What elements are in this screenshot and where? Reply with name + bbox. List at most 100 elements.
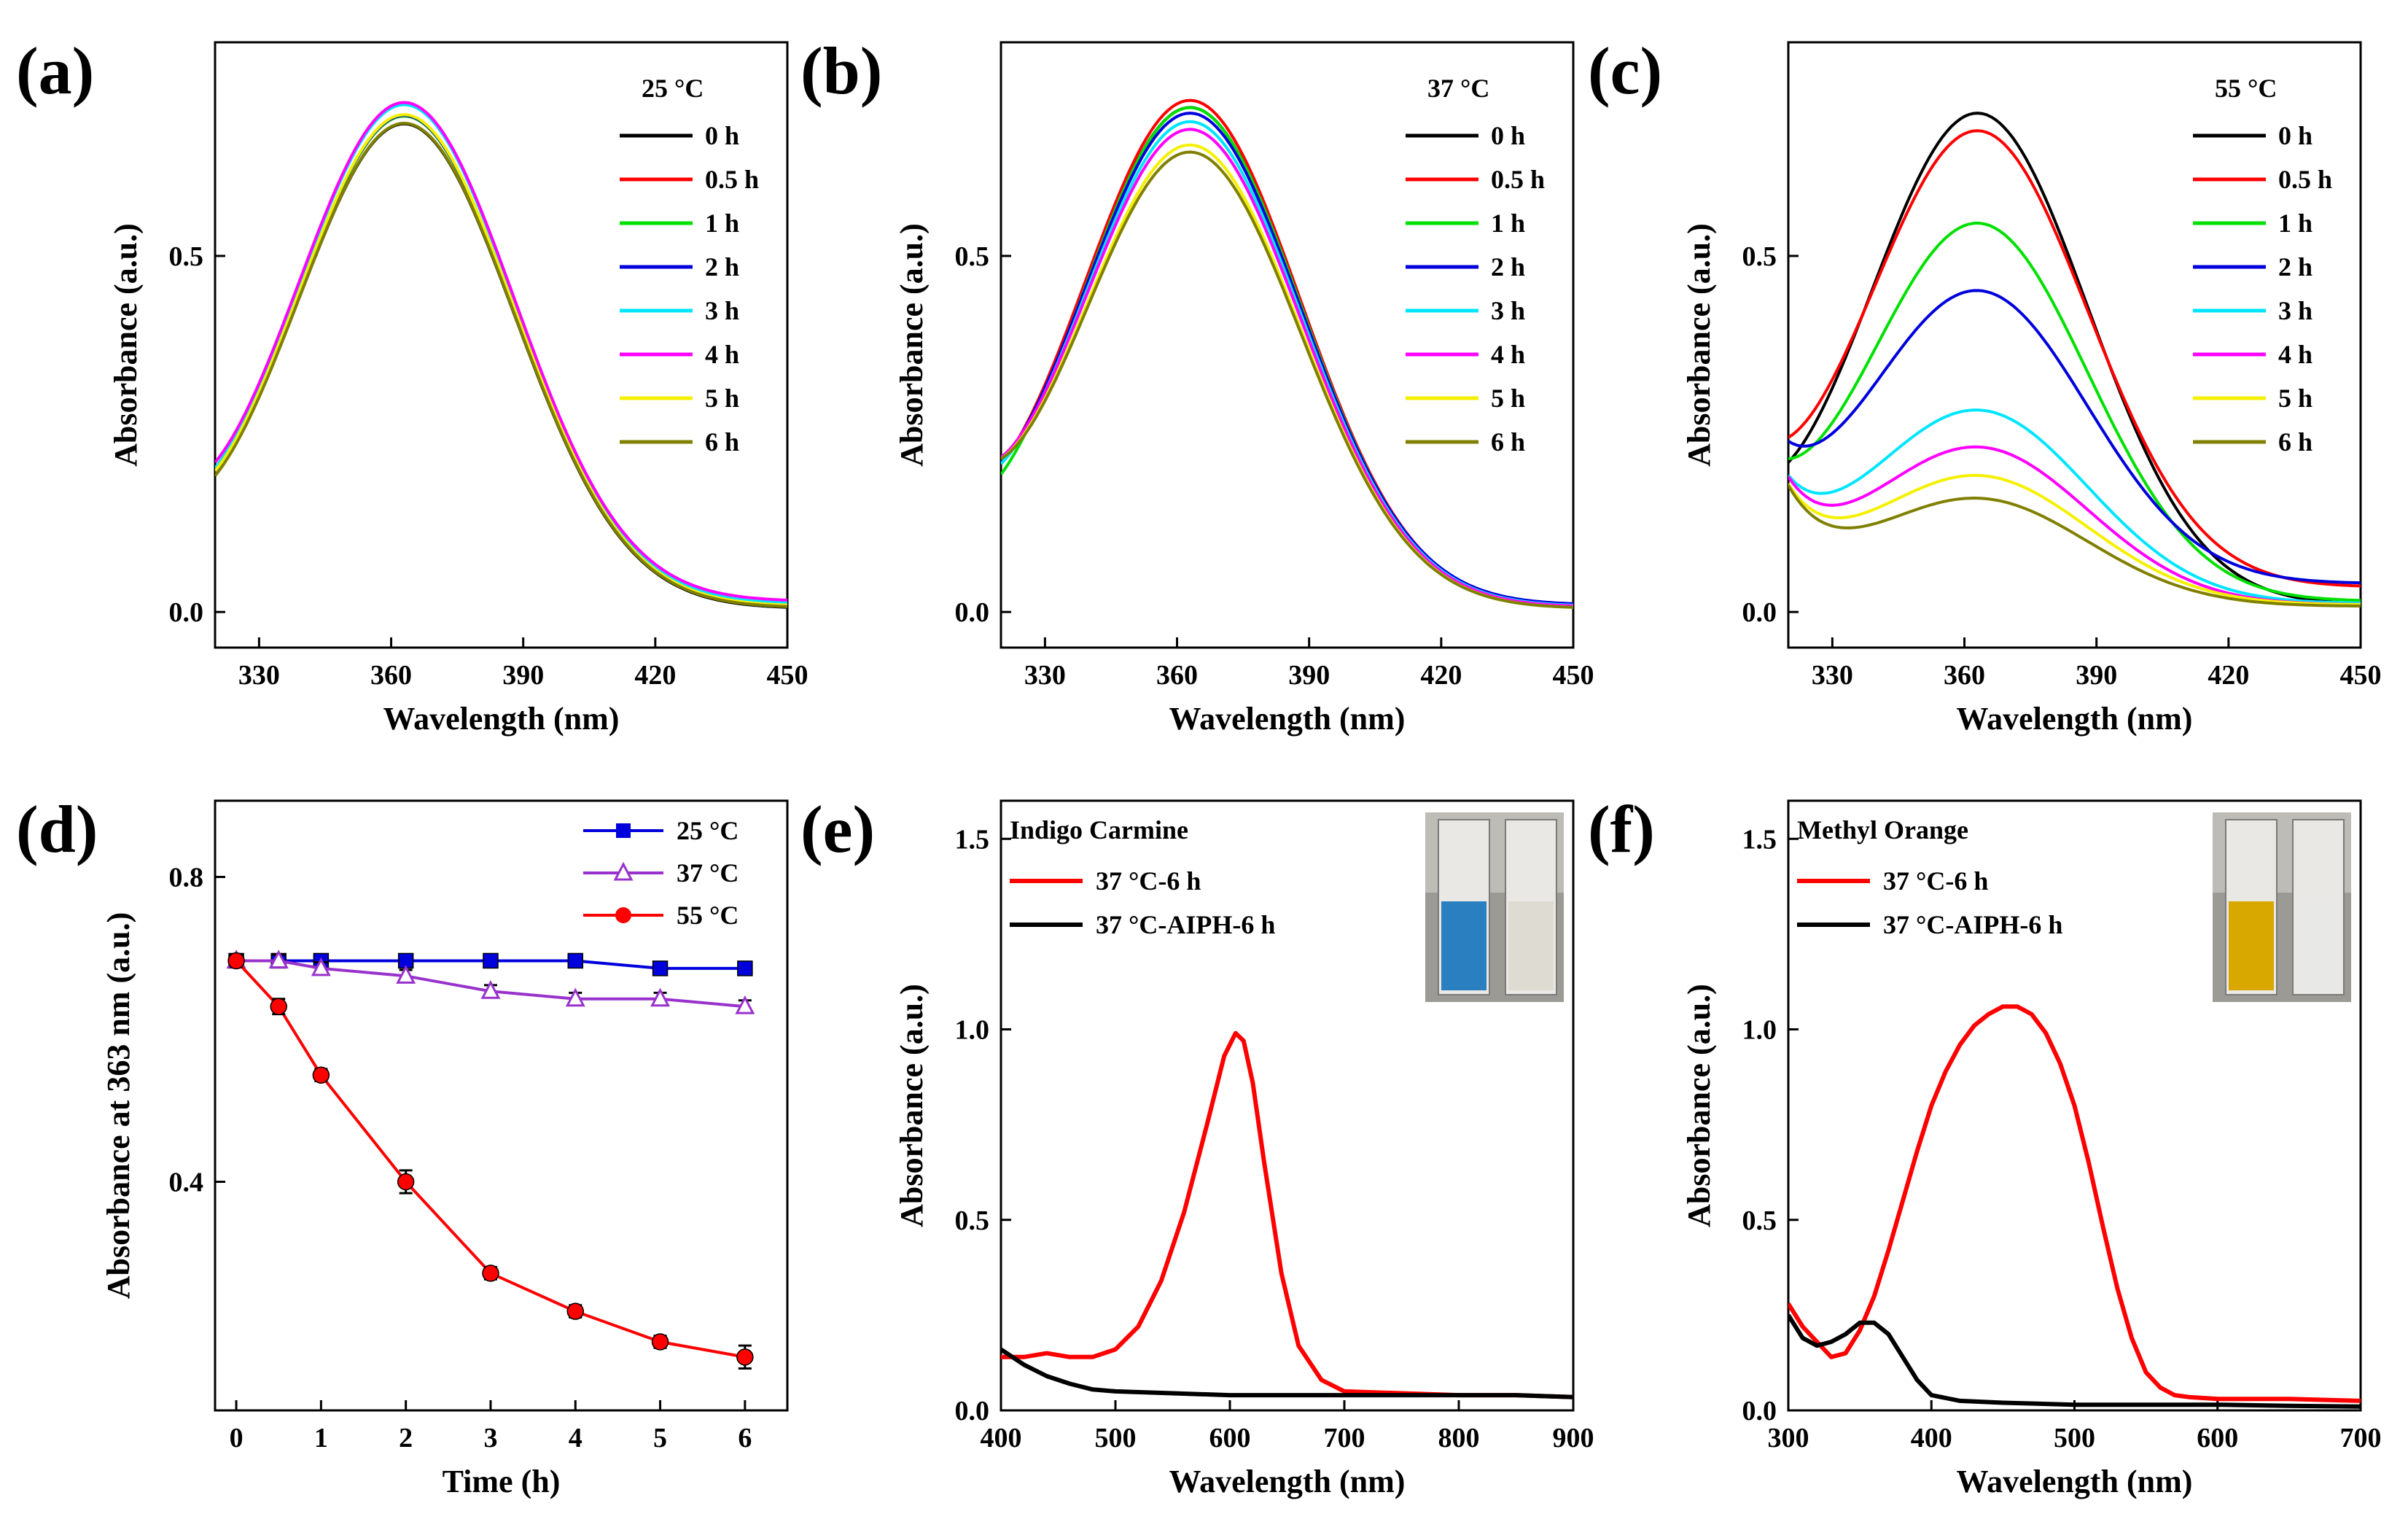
series-line-3-h	[1001, 120, 1573, 607]
x-axis-label: Wavelength (nm)	[1169, 701, 1406, 737]
series-line-6-h	[1001, 150, 1573, 609]
panel-f: (f) 300 400 500 600 700 0.0 0.5 1.0 1.5 Wavelength…	[1588, 792, 2382, 1499]
x-tick-label: 1	[314, 1423, 328, 1453]
legend-label: 0 h	[705, 121, 739, 150]
series-line-0-h	[215, 122, 787, 609]
y-tick-label: 0.4	[169, 1168, 204, 1198]
series-line-0-h	[1001, 106, 1573, 607]
cuvette-photo-inset	[1425, 812, 1564, 1002]
plot-frame	[1787, 41, 2362, 649]
x-tick-label: 5	[653, 1423, 667, 1453]
series-line-3-h	[215, 103, 787, 604]
series-line	[235, 960, 746, 1359]
panel-d: (d) 0 1 2 3 4 5 6 0.4 0.8 Time (h) Absorbance at 36…	[16, 792, 789, 1499]
legend-label: 4 h	[705, 340, 739, 369]
x-tick-label: 400	[1911, 1423, 1952, 1453]
legend-label: 2 h	[1491, 252, 1525, 281]
x-tick-label: 800	[1438, 1423, 1480, 1453]
y-tick-label: 1.0	[1742, 1015, 1777, 1046]
plot-frame	[1000, 41, 1575, 649]
panel-label: (c)	[1588, 34, 1662, 108]
y-tick-label: 0.0	[1742, 597, 1777, 628]
series-line-0.5-h	[1788, 129, 2361, 588]
legend-label: 55 °C	[677, 901, 739, 930]
x-tick-label: 700	[2340, 1423, 2382, 1453]
legend-label: 4 h	[2278, 340, 2312, 369]
series-line-2-h	[215, 114, 787, 607]
y-tick-label: 0.0	[955, 597, 990, 628]
plot-frame	[1000, 799, 1575, 1412]
series-line-4-h	[1001, 128, 1573, 607]
x-tick-label: 450	[767, 660, 808, 691]
legend-label: 6 h	[1491, 427, 1525, 457]
legend-label: 0 h	[1491, 121, 1525, 150]
legend-label: 5 h	[1491, 384, 1525, 413]
panel-a: (a) 330 360 390 420 450 0.0 0.5 Wavelength (nm) A…	[16, 34, 808, 737]
data-point	[567, 952, 584, 969]
data-point	[737, 960, 753, 976]
y-axis-label: Absorbance (a.u.)	[894, 984, 930, 1227]
y-tick-label: 1.5	[955, 824, 990, 855]
x-tick-label: 420	[634, 660, 676, 691]
series-line-3-h	[1788, 408, 2361, 605]
legend-label: 37 °C-6 h	[1883, 866, 1988, 896]
data-point	[736, 1348, 754, 1366]
x-tick-label: 360	[1944, 660, 1985, 691]
legend-label: 37 °C-AIPH-6 h	[1883, 910, 2062, 939]
legend-label: 2 h	[705, 252, 739, 281]
x-tick-label: 600	[1209, 1423, 1251, 1453]
legend-label: 0.5 h	[705, 165, 759, 194]
legend-label: 5 h	[705, 384, 739, 413]
x-axis-label: Wavelength (nm)	[1169, 1464, 1406, 1499]
x-tick-label: 390	[502, 660, 544, 691]
temperature-annotation: 37 °C	[1427, 74, 1489, 103]
series-line-5-h	[215, 113, 787, 607]
x-tick-label: 390	[1288, 660, 1330, 691]
x-tick-label: 360	[1156, 660, 1198, 691]
panel-label: (f)	[1588, 792, 1655, 866]
data-point	[270, 998, 287, 1015]
data-point	[480, 980, 501, 999]
y-tick-label: 0.0	[955, 1396, 990, 1426]
series-line-4-h	[215, 101, 787, 602]
panel-label: (a)	[16, 34, 94, 108]
x-tick-label: 4	[569, 1423, 582, 1453]
legend-label: 3 h	[1491, 296, 1525, 325]
x-tick-label: 330	[238, 660, 280, 691]
data-point	[565, 987, 585, 1007]
panel-label: (b)	[800, 34, 882, 108]
x-tick-label: 700	[1324, 1423, 1365, 1453]
series-line-2-h	[1001, 112, 1573, 605]
series-line-5-h	[1001, 143, 1573, 609]
legend-label: 1 h	[1491, 209, 1525, 238]
plot-frame	[214, 799, 789, 1412]
series-line-4-h	[1788, 445, 2361, 606]
x-tick-label: 330	[1024, 660, 1066, 691]
data-point	[227, 952, 245, 970]
series-line-1-h	[1788, 221, 2361, 602]
legend-label: 25 °C	[677, 816, 739, 845]
series-line	[1001, 1030, 1573, 1399]
cuvette-solution	[2296, 901, 2341, 990]
data-point	[652, 960, 669, 976]
legend-label: 0.5 h	[1491, 165, 1545, 194]
data-point	[651, 1333, 669, 1351]
x-tick-label: 600	[2197, 1423, 2238, 1453]
data-point	[396, 965, 416, 984]
legend-label: 6 h	[705, 427, 739, 457]
x-tick-label: 300	[1768, 1423, 1809, 1453]
panel-label: (d)	[16, 792, 98, 866]
panel-b: (b) 330 360 390 420 450 0.0 0.5 Wavelength (nm) A…	[800, 34, 1594, 737]
data-point	[397, 1173, 415, 1191]
x-tick-label: 330	[1812, 660, 1853, 691]
series-line-5-h	[1788, 473, 2361, 606]
x-tick-label: 0	[230, 1423, 243, 1453]
x-tick-label: 390	[2076, 660, 2117, 691]
y-tick-label: 0.5	[955, 241, 990, 272]
x-axis-label: Wavelength (nm)	[1957, 701, 2193, 737]
y-tick-label: 0.8	[169, 863, 204, 893]
x-tick-label: 450	[1553, 660, 1594, 691]
legend-label: 0.5 h	[2278, 165, 2332, 194]
x-tick-label: 6	[738, 1423, 752, 1453]
